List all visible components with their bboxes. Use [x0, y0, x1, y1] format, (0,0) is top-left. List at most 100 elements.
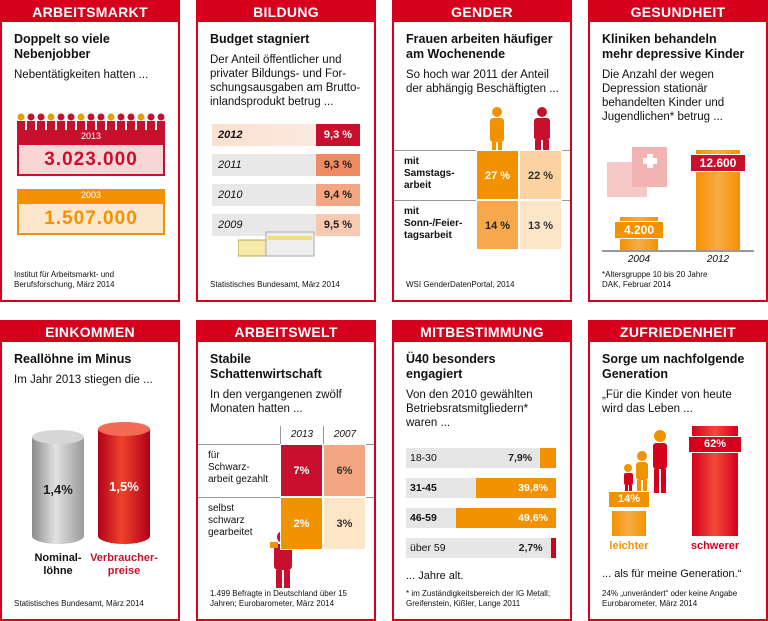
source-text: DAK, Februar 2014 — [602, 280, 671, 289]
group-label: 18-30 — [410, 452, 437, 464]
decoration-shape — [87, 113, 95, 121]
panel: GESUNDHEIT Kliniken behandeln mehr depres… — [588, 0, 768, 302]
decoration-shape — [607, 147, 667, 197]
value-label: 7,9% — [508, 452, 533, 464]
decoration-shape — [637, 451, 647, 461]
text-block: Kliniken behandeln mehr depressive Kinde… — [602, 32, 764, 124]
row-label: mit Samstags- arbeit — [404, 156, 455, 191]
value-label: 1,5% — [109, 478, 139, 494]
source: * im Zuständigkeitsbereich der IG Metall… — [406, 589, 550, 609]
panel-header: GESUNDHEIT — [590, 2, 766, 22]
intro: „Für die Kinder von heute wird das Leben… — [602, 389, 732, 415]
decoration-shape — [57, 121, 65, 132]
decoration-shape — [67, 121, 75, 132]
row-background — [406, 538, 556, 558]
cylinder — [32, 436, 84, 544]
note: *Altersgruppe 10 bis 20 Jahre — [602, 270, 708, 279]
group-label: leichter — [609, 540, 649, 552]
decoration-shape — [117, 113, 125, 121]
decoration — [602, 142, 672, 207]
decoration-shape — [237, 231, 315, 257]
panel: BILDUNG Budget stagniert Der Anteil öffent… — [196, 0, 376, 302]
decoration-shape — [265, 231, 315, 257]
value-cell: 9,3 % — [316, 154, 360, 176]
decoration-shape — [636, 462, 648, 480]
decoration-shape — [137, 113, 145, 121]
decoration-shape — [654, 469, 659, 493]
decoration-shape — [624, 430, 667, 494]
outro: ... Jahre alt. — [406, 570, 464, 582]
panel-header: ZUFRIEDENHEIT — [590, 322, 766, 342]
decoration-shape — [47, 113, 55, 121]
panel-header: EINKOMMEN — [2, 322, 178, 342]
decoration-shape — [67, 113, 75, 121]
year-cell: 2012 — [212, 124, 316, 146]
decoration-shape — [653, 443, 667, 469]
decoration-shape — [490, 107, 550, 150]
decoration — [477, 106, 567, 155]
column-header: 2007 — [323, 426, 366, 444]
decoration-shape — [492, 142, 496, 150]
row-label: für Schwarz- arbeit gezahlt — [208, 450, 269, 485]
group-label: Nominal- löhne — [34, 552, 82, 577]
decoration-shape — [629, 485, 632, 494]
decoration-shape — [284, 570, 290, 588]
source: 24% „unverändert“ oder keine Angabe Eurob… — [602, 589, 737, 609]
decoration-shape — [534, 118, 550, 140]
decoration-shape — [498, 142, 502, 150]
source: Statistisches Bundesamt, März 2014 — [14, 599, 144, 609]
decoration-shape — [127, 121, 135, 132]
text-block: Ü40 besonders engagiert Von den 2010 gewä… — [406, 352, 568, 430]
headline: Kliniken behandeln mehr depressive Kinde… — [602, 32, 745, 61]
row-label: mit Sonn-/Feier- tagsarbeit — [404, 206, 463, 241]
panel-header: ARBEITSWELT — [198, 322, 374, 342]
bar — [475, 478, 556, 498]
column-header: 2013 — [280, 426, 323, 444]
intro: Die Anzahl der wegen Depression stationä… — [602, 69, 725, 123]
cell-value: 7% — [293, 465, 310, 477]
decoration-shape — [624, 464, 632, 472]
year-label: 2009 — [218, 219, 243, 231]
decoration — [618, 428, 688, 503]
value-label: 9,3 % — [323, 129, 353, 141]
headline: Budget stagniert — [210, 32, 310, 46]
headline: Ü40 besonders engagiert — [406, 352, 496, 381]
table-cell: 2% — [280, 497, 323, 550]
decoration-shape — [27, 121, 35, 132]
source: *Altersgruppe 10 bis 20 Jahre DAK, Februa… — [602, 270, 707, 290]
intro: Der Anteil öffentlicher und privater Bil… — [210, 54, 361, 108]
bar — [612, 511, 646, 536]
decoration-shape — [117, 121, 125, 132]
decoration-shape — [270, 542, 278, 548]
decoration-shape — [17, 121, 25, 132]
value-label: 62% — [703, 438, 727, 450]
year-label: 2012 — [218, 129, 243, 141]
decoration-shape — [17, 113, 25, 121]
intro: Nebentätigkeiten hatten ... — [14, 69, 149, 81]
decoration-shape — [87, 121, 95, 132]
cell-value: 2% — [293, 518, 310, 530]
decoration-shape — [107, 121, 115, 132]
decoration-shape — [661, 469, 666, 493]
decoration-shape — [268, 236, 312, 240]
panel: GENDER Frauen arbeiten häufiger am Wochen… — [392, 0, 572, 302]
year-label: 2003 — [80, 190, 102, 200]
decoration-shape — [37, 113, 45, 121]
decoration-shape — [654, 430, 666, 442]
table-cell: 7% — [280, 444, 323, 497]
value-label: 9,5 % — [323, 219, 353, 231]
value-label: 4.200 — [623, 222, 655, 237]
text-block: Frauen arbeiten häufiger am Wochenende So… — [406, 32, 568, 96]
decoration-shape — [27, 113, 35, 121]
row-background — [406, 448, 556, 468]
table-cell: 13 % — [519, 200, 562, 250]
decoration-shape — [543, 140, 549, 150]
figure-box: 3.023.000 — [17, 143, 165, 176]
baseline — [602, 250, 754, 252]
decoration-shape — [77, 121, 85, 132]
cell-value: 3% — [336, 518, 353, 530]
source: 1.499 Befragte in Deutschland über 15 Ja… — [210, 589, 347, 609]
cell-value: 6% — [336, 465, 353, 477]
decoration-shape — [57, 113, 65, 121]
